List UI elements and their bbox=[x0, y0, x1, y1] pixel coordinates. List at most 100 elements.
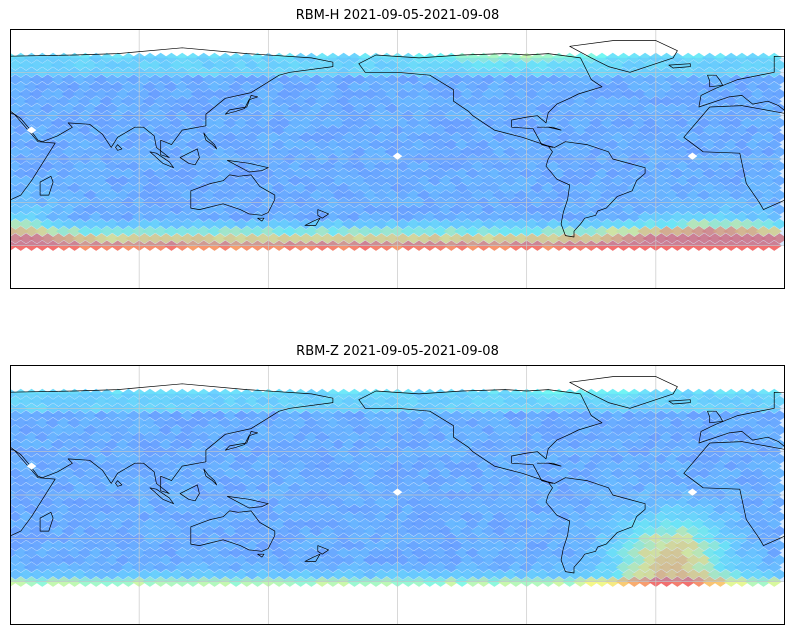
field-cell bbox=[524, 59, 540, 71]
field-cell bbox=[524, 103, 540, 114]
field-cell bbox=[362, 74, 379, 85]
field-cell bbox=[470, 88, 486, 100]
field-cell bbox=[373, 88, 390, 100]
field-cell bbox=[56, 475, 72, 486]
field-cell bbox=[18, 468, 34, 479]
field-cell bbox=[691, 460, 707, 472]
field-cell bbox=[685, 161, 702, 172]
field-cell bbox=[691, 417, 707, 428]
field-cell bbox=[104, 146, 121, 157]
field-cell bbox=[529, 432, 546, 443]
field-cell bbox=[416, 540, 433, 551]
field-cell bbox=[696, 554, 713, 566]
field-cell bbox=[346, 432, 363, 443]
field-cell bbox=[39, 103, 56, 114]
field-cell bbox=[405, 74, 422, 85]
field-cell bbox=[147, 468, 164, 479]
field-cell bbox=[545, 468, 562, 479]
field-cell bbox=[508, 139, 524, 150]
field-cell bbox=[486, 226, 503, 237]
field-cell bbox=[29, 189, 45, 201]
field-cell bbox=[362, 569, 379, 580]
field-cell bbox=[335, 226, 352, 237]
field-cell bbox=[378, 182, 395, 194]
field-cell bbox=[287, 540, 303, 551]
field-cell bbox=[174, 388, 190, 400]
field-cell bbox=[416, 146, 433, 157]
field-cell bbox=[352, 424, 368, 436]
field-cell bbox=[405, 103, 422, 114]
field-cell bbox=[761, 146, 777, 157]
field-cell bbox=[185, 124, 201, 136]
field-cell bbox=[481, 439, 497, 450]
field-cell bbox=[481, 117, 497, 129]
field-cell bbox=[13, 211, 29, 222]
field-cell bbox=[492, 132, 508, 143]
field-cell bbox=[481, 410, 497, 421]
field-cell bbox=[486, 475, 503, 486]
field-cell bbox=[416, 103, 433, 114]
field-cell bbox=[93, 439, 110, 450]
field-cell bbox=[169, 395, 185, 407]
field-cell bbox=[341, 453, 357, 465]
field-cell bbox=[674, 189, 691, 201]
field-cell bbox=[642, 146, 659, 157]
field-cell bbox=[309, 439, 325, 450]
field-cell bbox=[411, 417, 427, 428]
field-cell bbox=[416, 497, 433, 508]
field-cell bbox=[556, 554, 573, 566]
field-cell bbox=[303, 460, 320, 472]
field-cell bbox=[594, 226, 610, 237]
field-cell bbox=[104, 189, 121, 201]
field-cell bbox=[454, 475, 470, 486]
field-cell bbox=[61, 233, 77, 244]
field-cell bbox=[712, 226, 729, 237]
field-cell bbox=[244, 569, 260, 580]
field-cell bbox=[583, 168, 599, 179]
field-cell bbox=[179, 482, 196, 493]
field-cell bbox=[653, 468, 669, 479]
field-cell bbox=[298, 204, 314, 215]
field-cell bbox=[427, 482, 443, 493]
field-cell bbox=[222, 189, 239, 201]
field-cell bbox=[190, 189, 207, 201]
field-cell bbox=[82, 117, 99, 129]
field-cell bbox=[120, 96, 137, 107]
field-cell bbox=[470, 103, 486, 114]
field-cell bbox=[244, 146, 260, 157]
field-cell bbox=[771, 59, 785, 71]
field-cell bbox=[378, 460, 395, 472]
field-cell bbox=[599, 103, 616, 114]
field-cell bbox=[422, 81, 438, 92]
field-cell bbox=[325, 460, 341, 472]
field-cell bbox=[448, 453, 465, 465]
field-cell bbox=[10, 117, 24, 129]
field-cell bbox=[179, 395, 196, 407]
field-cell bbox=[169, 453, 185, 465]
field-cell bbox=[115, 482, 131, 493]
field-cell bbox=[357, 211, 373, 222]
coastline-madagascar bbox=[39, 175, 54, 196]
field-cell bbox=[427, 117, 443, 129]
field-cell bbox=[529, 81, 546, 92]
field-cell bbox=[545, 569, 562, 580]
field-cell bbox=[265, 189, 282, 201]
field-cell bbox=[605, 432, 621, 443]
field-cell bbox=[314, 388, 330, 400]
field-cell bbox=[120, 182, 137, 194]
field-cell bbox=[196, 460, 212, 472]
field-cell bbox=[179, 233, 196, 244]
field-cell bbox=[298, 482, 314, 493]
missing-data-cell bbox=[26, 126, 37, 134]
field-cell bbox=[486, 168, 503, 179]
field-cell bbox=[707, 410, 723, 421]
field-cell bbox=[190, 410, 207, 421]
field-cell bbox=[465, 475, 481, 486]
field-cell bbox=[723, 182, 739, 194]
field-cell bbox=[551, 460, 567, 472]
field-cell bbox=[610, 424, 626, 436]
field-cell bbox=[432, 460, 449, 472]
field-cell bbox=[685, 204, 702, 215]
field-cell bbox=[244, 424, 260, 436]
field-cell bbox=[169, 410, 185, 421]
